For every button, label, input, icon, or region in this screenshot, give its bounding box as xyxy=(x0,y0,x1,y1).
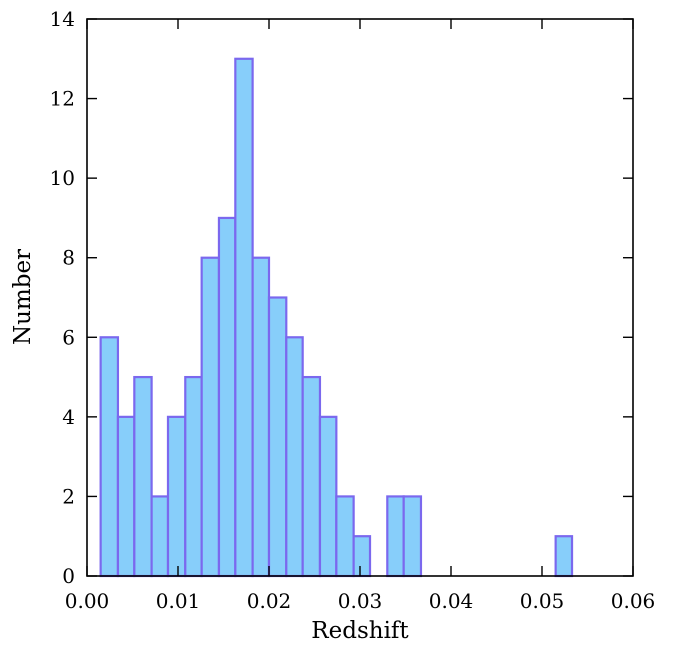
y-tick-label: 6 xyxy=(62,325,75,349)
x-tick-label: 0.06 xyxy=(611,589,656,613)
histogram-bar xyxy=(267,296,288,578)
x-tick-labels: 0.00 0.01 0.02 0.03 0.04 0.05 0.06 xyxy=(65,589,656,613)
histogram-bar xyxy=(386,495,405,578)
x-tick-label: 0.01 xyxy=(156,589,201,613)
x-tick-label: 0.05 xyxy=(520,589,565,613)
histogram-bar xyxy=(184,375,203,578)
x-tick-label: 0.00 xyxy=(65,589,110,613)
y-tick-label: 8 xyxy=(62,246,75,270)
histogram-bar xyxy=(301,375,322,578)
histogram-bar xyxy=(217,216,237,578)
histogram-bar xyxy=(99,336,120,578)
histogram-bar xyxy=(402,495,423,578)
y-tick-label: 12 xyxy=(50,87,75,111)
y-tick-label: 10 xyxy=(50,166,75,190)
y-tick-label: 14 xyxy=(50,7,75,31)
histogram-bar xyxy=(133,375,153,578)
x-tick-label: 0.02 xyxy=(247,589,292,613)
y-tick-label: 2 xyxy=(62,484,75,508)
x-axis-label: Redshift xyxy=(311,618,409,644)
axis-ticks xyxy=(86,18,634,577)
histogram-bar xyxy=(251,256,271,578)
histogram-bar xyxy=(318,415,338,578)
y-axis-label: Number xyxy=(10,249,36,345)
histogram-bar xyxy=(150,495,170,578)
y-tick-label: 0 xyxy=(62,564,75,588)
x-tick-label: 0.03 xyxy=(338,589,383,613)
histogram-bar xyxy=(166,415,187,578)
histogram-bar xyxy=(285,336,304,578)
histogram-bar xyxy=(352,535,372,578)
x-tick-label: 0.04 xyxy=(429,589,474,613)
histogram-bar xyxy=(200,256,221,578)
histogram-bar xyxy=(554,535,574,578)
y-tick-labels: 0 2 4 6 8 10 12 14 xyxy=(50,7,75,588)
histogram-bar xyxy=(116,415,136,578)
histogram-bar xyxy=(335,495,355,578)
histogram-bars xyxy=(99,57,574,578)
y-tick-label: 4 xyxy=(62,405,75,429)
histogram-bar xyxy=(234,57,254,578)
